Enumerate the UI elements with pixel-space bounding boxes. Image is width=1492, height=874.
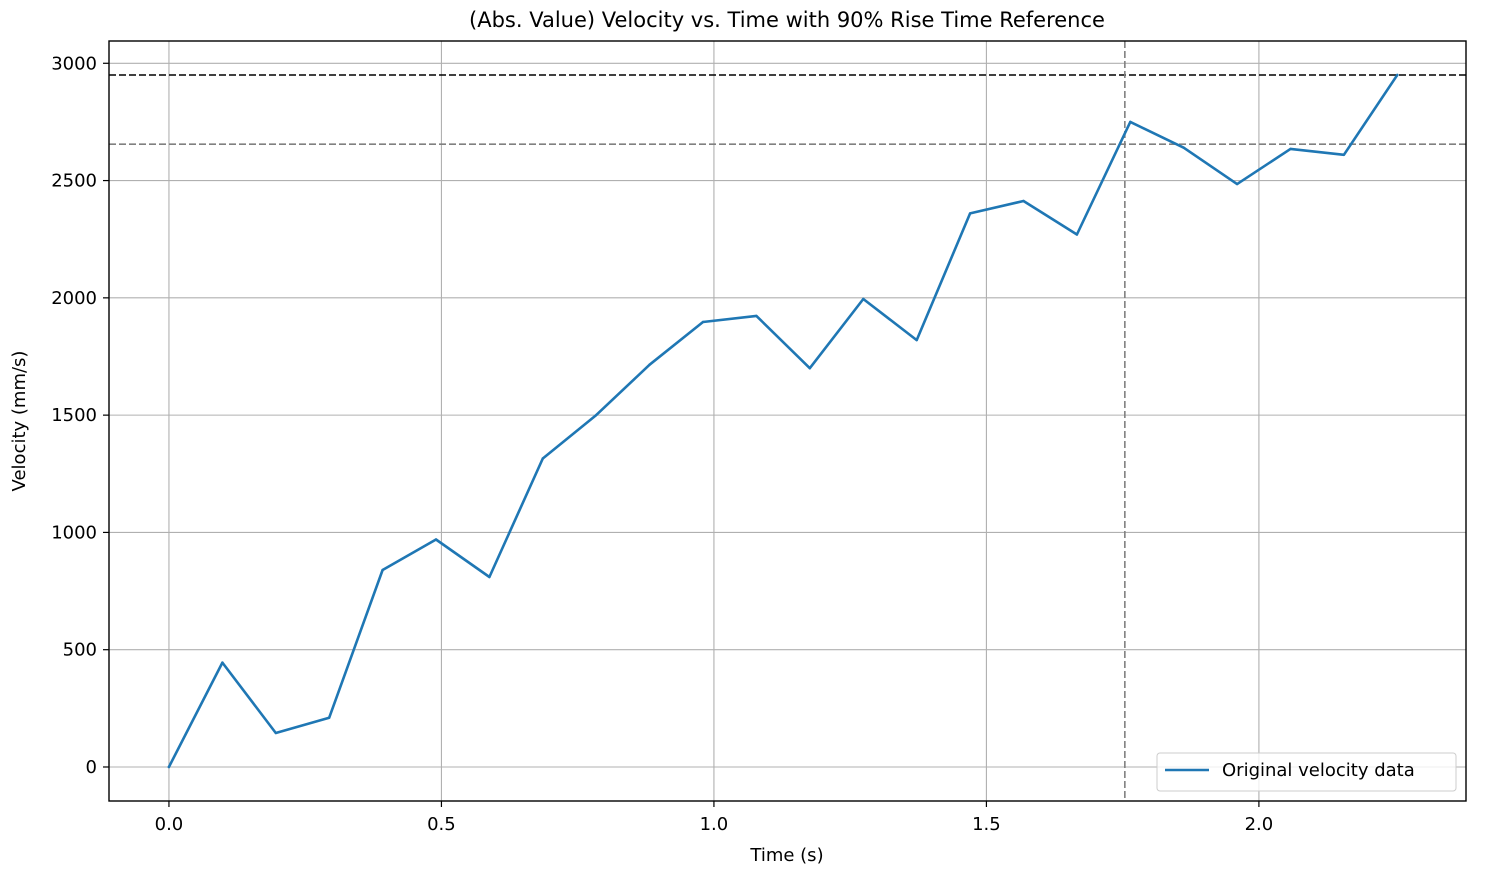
velocity-data-point [1235,182,1239,186]
x-tick-label: 0.5 [427,814,456,835]
velocity-data-point [1022,199,1025,203]
velocity-data-point [808,367,811,370]
series-layer [167,73,1399,769]
grid [109,41,1466,801]
reference-lines [109,41,1466,801]
legend-label: Original velocity data [1222,760,1415,781]
y-tick-label: 2500 [51,171,97,192]
y-tick-label: 1500 [51,405,97,426]
velocity-data-point [381,568,384,572]
velocity-data-point [968,212,972,215]
velocity-data-point [434,538,438,541]
x-tick-label: 2.0 [1245,814,1274,835]
y-tick-label: 2000 [51,288,97,309]
velocity-data-point [328,716,331,719]
y-tick-label: 1000 [51,522,97,543]
velocity-data-point [1396,73,1399,77]
plot-area-frame [108,40,1467,802]
velocity-data-point [541,457,544,460]
y-tick-label: 3000 [51,53,97,74]
chart-title: (Abs. Value) Velocity vs. Time with 90% … [469,8,1105,32]
velocity-data-point [862,297,865,301]
legend-box [1156,752,1457,792]
velocity-data-point [595,413,598,417]
y-axis-label: Velocity (mm/s) [9,351,30,492]
y-tick-label: 500 [63,640,97,661]
velocity-series-line [167,73,1399,769]
y-tick-label: 0 [86,757,97,778]
velocity-data-point [1182,146,1185,149]
velocity-data-point [1289,147,1292,151]
x-axis-label: Time (s) [749,845,823,866]
velocity-data-point [915,338,918,342]
velocity-data-point [648,363,651,366]
x-tick-label: 1.5 [972,814,1001,835]
x-tick-label: 0.0 [155,814,184,835]
velocity-data-point [488,575,491,579]
velocity-data-point [1075,233,1079,236]
velocity-data-point [1342,153,1346,156]
velocity-data-point [755,314,758,318]
velocity-data-point [274,731,277,735]
y-axis-ticks: 0 500 1000 1500 2000 2500 3000 [51,53,109,778]
velocity-data-point [167,765,171,769]
legend: Original velocity data [1156,752,1457,792]
x-axis-ticks: 0.0 0.5 1.0 1.5 2.0 [155,801,1274,835]
velocity-data-point [1129,120,1132,124]
velocity-data-point [221,661,224,664]
x-tick-label: 1.0 [700,814,729,835]
velocity-data-point [701,320,705,324]
